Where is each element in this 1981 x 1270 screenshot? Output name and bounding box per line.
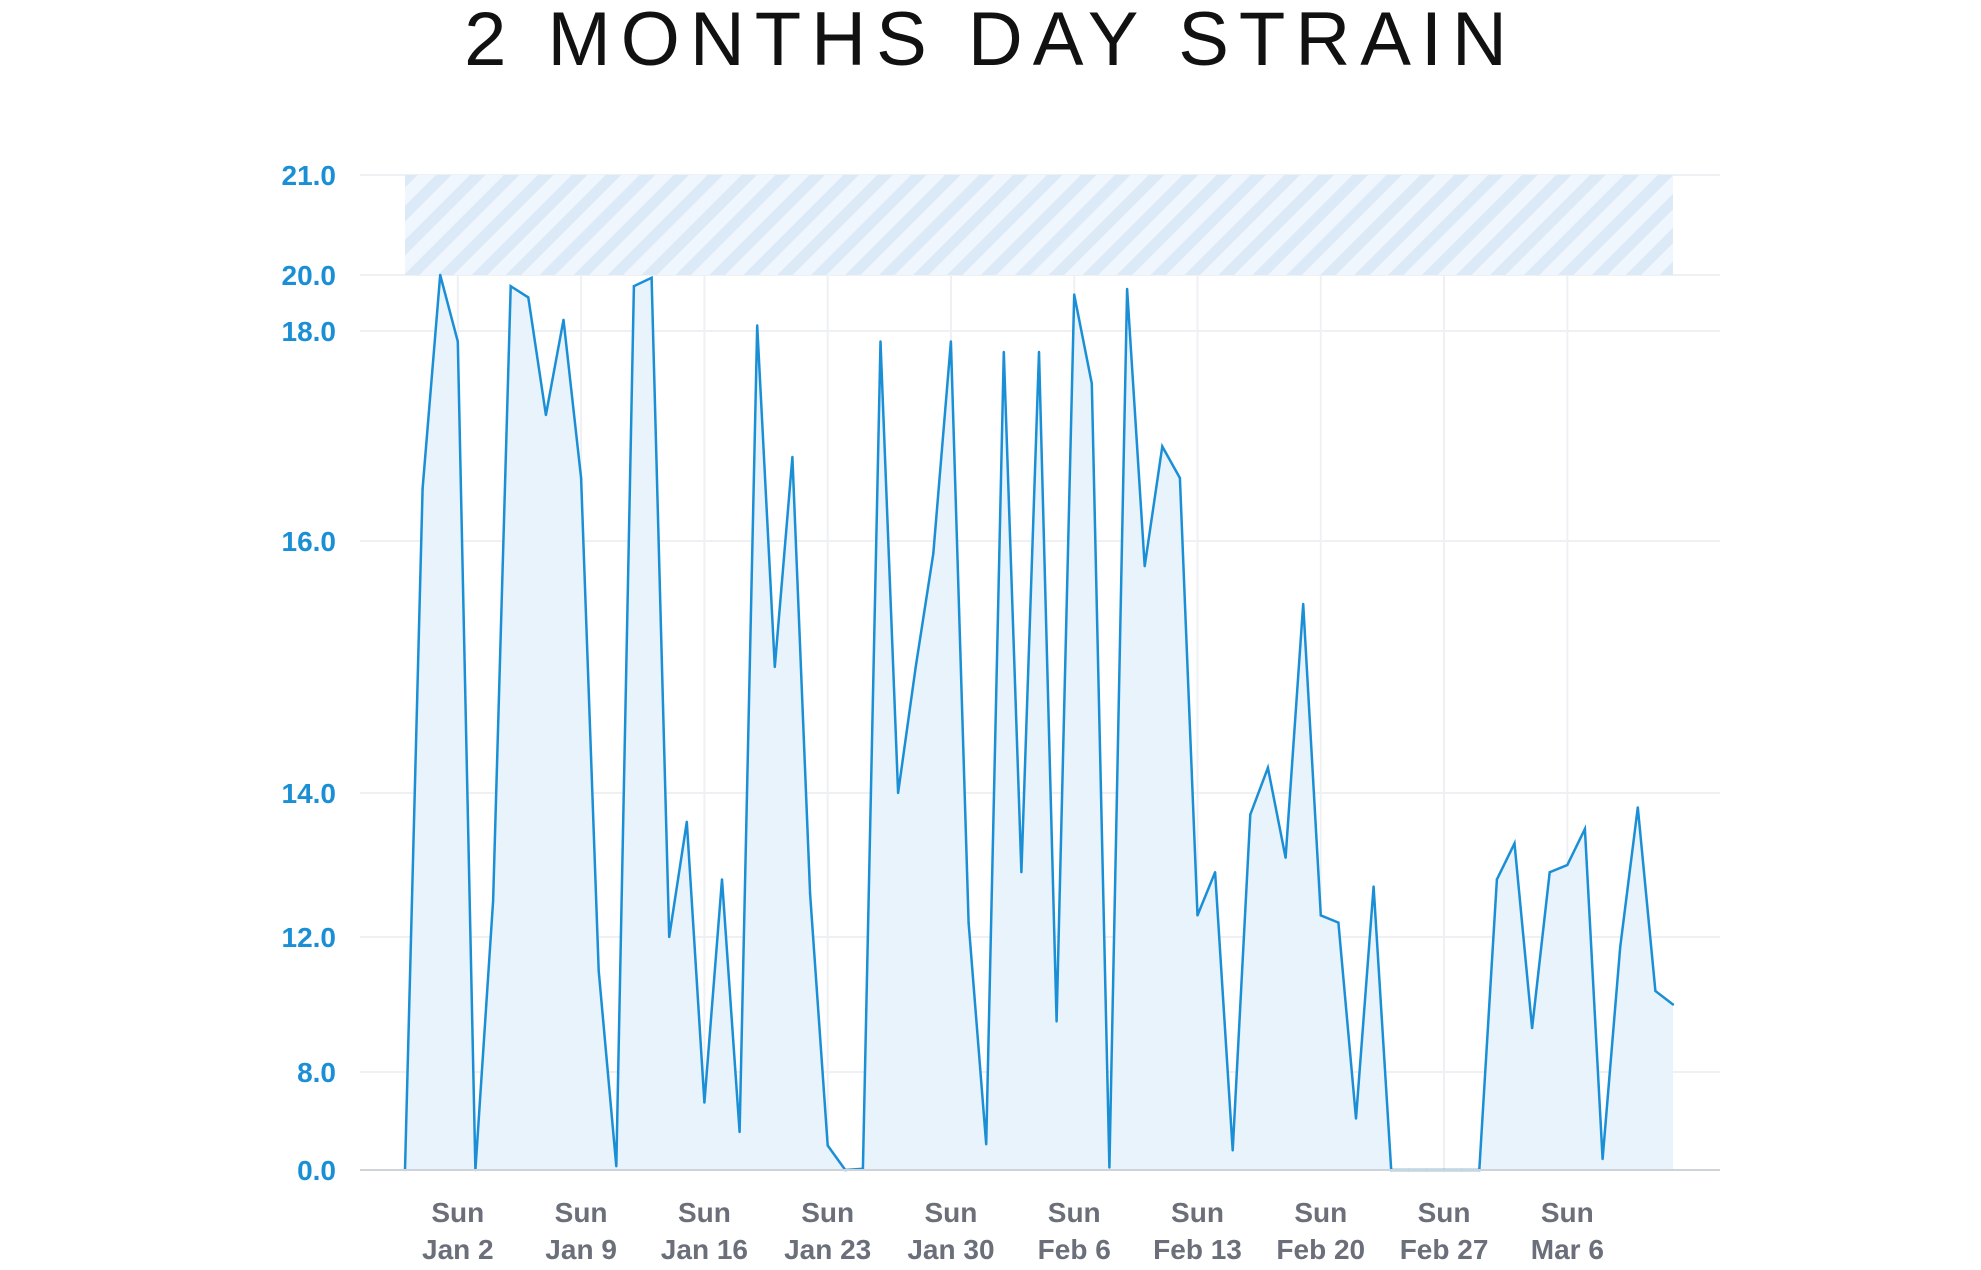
data-point bbox=[1073, 293, 1076, 296]
data-point bbox=[985, 1143, 988, 1146]
data-point bbox=[491, 899, 495, 903]
x-tick-label-weekday: Sun bbox=[555, 1197, 608, 1228]
data-point bbox=[1231, 1149, 1234, 1152]
data-point bbox=[1566, 863, 1569, 867]
x-tick-label-weekday: Sun bbox=[1294, 1197, 1347, 1228]
data-point bbox=[932, 552, 935, 555]
data-point bbox=[421, 487, 424, 490]
data-point bbox=[914, 665, 917, 669]
data-point bbox=[439, 273, 442, 277]
data-point bbox=[967, 921, 970, 924]
data-point bbox=[738, 1130, 741, 1134]
data-point bbox=[1055, 1020, 1058, 1023]
data-point bbox=[1125, 287, 1129, 291]
series-fill bbox=[405, 275, 1673, 1170]
data-point bbox=[1020, 871, 1023, 874]
data-point bbox=[527, 296, 530, 299]
y-tick-label: 0.0 bbox=[297, 1155, 336, 1186]
data-point bbox=[456, 340, 459, 343]
data-point bbox=[1178, 476, 1182, 480]
data-point bbox=[1037, 350, 1041, 354]
data-point bbox=[597, 969, 600, 972]
data-point bbox=[509, 285, 512, 288]
data-point bbox=[949, 340, 953, 343]
max-strain-band bbox=[405, 175, 1673, 275]
data-point bbox=[826, 1144, 829, 1147]
x-tick-label-weekday: Sun bbox=[1048, 1197, 1101, 1228]
x-tick-label-weekday: Sun bbox=[431, 1197, 484, 1228]
data-point bbox=[703, 1101, 706, 1104]
data-point bbox=[632, 285, 636, 288]
x-tick-label-date: Jan 16 bbox=[661, 1234, 748, 1265]
data-point bbox=[1284, 856, 1287, 859]
data-point bbox=[579, 476, 583, 480]
data-point bbox=[544, 413, 548, 417]
data-point bbox=[650, 276, 653, 279]
chart-title: 2 MONTHS DAY STRAIN bbox=[464, 0, 1517, 82]
data-point bbox=[1619, 945, 1622, 949]
data-point bbox=[562, 318, 565, 321]
y-axis: 0.0 8.0 12.0 14.0 16.0 18.0 20.0 21.0 bbox=[282, 160, 337, 1186]
data-point bbox=[1636, 806, 1640, 809]
data-point bbox=[1108, 1166, 1111, 1169]
data-point bbox=[773, 665, 776, 669]
x-tick-label-date: Mar 6 bbox=[1531, 1234, 1604, 1265]
data-point bbox=[1249, 813, 1252, 816]
y-tick-label: 16.0 bbox=[282, 526, 337, 557]
data-point bbox=[1161, 445, 1164, 448]
x-tick-label-date: Jan 23 bbox=[784, 1234, 871, 1265]
x-tick-label-weekday: Sun bbox=[678, 1197, 731, 1228]
data-point bbox=[685, 820, 688, 823]
data-point bbox=[1143, 565, 1146, 568]
y-tick-label: 20.0 bbox=[282, 260, 337, 291]
data-point bbox=[1372, 885, 1375, 888]
y-tick-label: 12.0 bbox=[282, 922, 337, 953]
data-point bbox=[1671, 1003, 1675, 1006]
data-point bbox=[1583, 827, 1587, 831]
data-point bbox=[1530, 1026, 1534, 1030]
data-point bbox=[1002, 350, 1005, 354]
x-tick-label-date: Jan 30 bbox=[907, 1234, 994, 1265]
x-tick-label-date: Feb 13 bbox=[1153, 1234, 1242, 1265]
y-tick-label: 8.0 bbox=[297, 1057, 336, 1088]
data-point bbox=[1196, 914, 1199, 917]
x-tick-label-date: Jan 2 bbox=[422, 1234, 494, 1265]
data-point bbox=[1266, 766, 1270, 769]
series-area bbox=[403, 273, 1675, 1172]
data-point bbox=[615, 1165, 618, 1168]
data-point bbox=[1354, 1117, 1358, 1120]
data-point bbox=[1213, 871, 1217, 874]
x-tick-label-weekday: Sun bbox=[924, 1197, 977, 1228]
x-axis: Sun Jan 2 Sun Jan 9 Sun Jan 16 Sun Jan 23 Sun Jan… bbox=[422, 1197, 1604, 1265]
data-point bbox=[791, 455, 794, 459]
data-point bbox=[1654, 989, 1657, 993]
x-tick-label-date: Jan 9 bbox=[545, 1234, 617, 1265]
data-point bbox=[720, 878, 724, 881]
y-tick-label: 14.0 bbox=[282, 778, 337, 809]
data-point bbox=[756, 324, 759, 327]
x-tick-label-weekday: Sun bbox=[1541, 1197, 1594, 1228]
x-tick-label-date: Feb 6 bbox=[1038, 1234, 1111, 1265]
data-point bbox=[808, 892, 812, 895]
data-point bbox=[1302, 602, 1305, 606]
data-point bbox=[1495, 878, 1499, 881]
data-point bbox=[879, 340, 882, 343]
data-point bbox=[896, 791, 900, 795]
data-point bbox=[1513, 842, 1516, 845]
x-tick-label-date: Feb 27 bbox=[1400, 1234, 1489, 1265]
y-tick-label: 18.0 bbox=[282, 316, 337, 347]
data-point bbox=[668, 935, 671, 939]
data-point bbox=[1090, 382, 1094, 385]
x-tick-label-date: Feb 20 bbox=[1276, 1234, 1365, 1265]
x-tick-label-weekday: Sun bbox=[801, 1197, 854, 1228]
data-point bbox=[1601, 1157, 1604, 1161]
x-tick-label-weekday: Sun bbox=[1171, 1197, 1224, 1228]
data-point bbox=[1319, 914, 1323, 917]
x-tick-label-weekday: Sun bbox=[1418, 1197, 1471, 1228]
y-tick-label: 21.0 bbox=[282, 160, 337, 191]
data-point bbox=[1337, 921, 1340, 924]
data-point bbox=[1548, 871, 1551, 874]
